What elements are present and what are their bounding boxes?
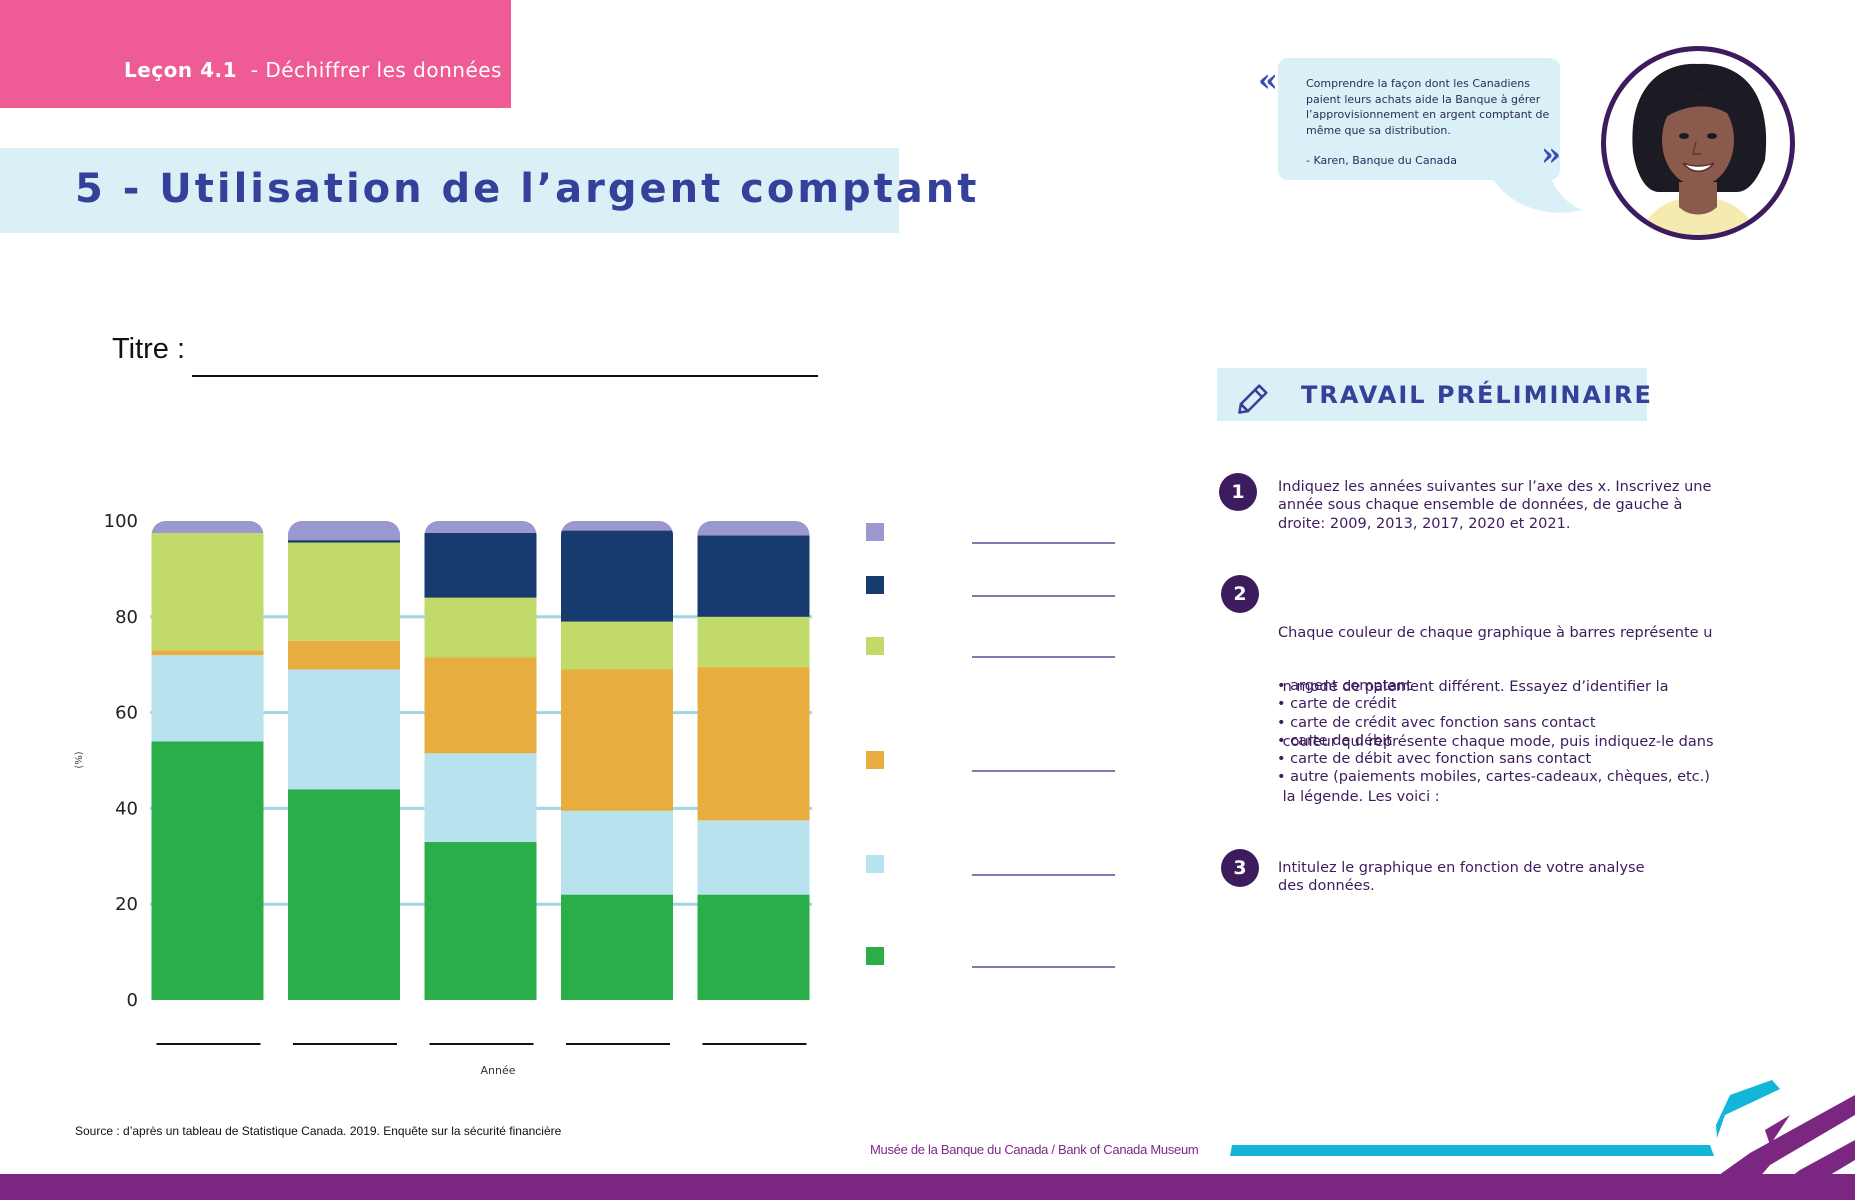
bar-segment (424, 841, 537, 1000)
bar-segment (697, 820, 810, 895)
bar-segment (151, 521, 264, 533)
bar-segment (151, 655, 264, 742)
step-2-line: n mode de paiement différent. Essayez d’… (1278, 679, 1669, 696)
bar-segment (561, 621, 673, 670)
bar-segment (561, 669, 673, 811)
bar-segment (288, 669, 400, 790)
preliminary-heading: TRAVAIL PRÉLIMINAIRE (1301, 381, 1653, 409)
quote-bubble (1278, 58, 1560, 180)
y-axis-label: (%) (74, 751, 85, 768)
legend-swatch (866, 523, 884, 541)
step-1-line: année sous chaque ensemble de données, d… (1278, 497, 1683, 514)
step-1-line: droite: 2009, 2013, 2017, 2020 et 2021. (1278, 515, 1571, 532)
bar-segment (288, 789, 400, 1000)
quote-author: - Karen, Banque du Canada (1306, 154, 1458, 167)
x-axis-label: Année (480, 1064, 515, 1077)
bar-segment (561, 530, 673, 622)
step-2-line: couleur qui représente chaque mode, puis… (1278, 734, 1714, 751)
bar-segment (151, 650, 264, 656)
step-1-line: Indiquez les années suivantes sur l’axe … (1278, 479, 1712, 495)
step-1-text: Indiquez les années suivantes sur l’axe … (1278, 478, 1718, 533)
quote-tail-icon (1488, 170, 1582, 213)
y-tick-label: 60 (115, 703, 138, 724)
legend-swatch (866, 637, 884, 655)
step-3-badge: 3 (1221, 849, 1259, 887)
y-tick-label: 0 (127, 990, 138, 1011)
quote-text: Comprendre la façon dont les Canadiens p… (1306, 77, 1550, 137)
bar-segment (424, 597, 537, 658)
list-item: • carte de crédit (1277, 696, 1397, 713)
lesson-label: Leçon 4.1 - Déchiffrer les données (124, 58, 502, 82)
source-note: Source : d’après un tableau de Statistiq… (75, 1124, 562, 1138)
step-3-line: des données. (1278, 878, 1375, 895)
y-tick-label: 100 (104, 511, 138, 532)
bar-segment (288, 540, 400, 543)
title-bar (0, 148, 899, 233)
bar-segment (561, 894, 673, 1000)
list-item: • carte de crédit avec fonction sans con… (1277, 714, 1596, 731)
list-item: • carte de débit avec fonction sans cont… (1277, 751, 1592, 768)
bar-segment (424, 657, 537, 754)
bar-segment (424, 753, 537, 842)
step-2-line: la légende. Les voici : (1278, 789, 1440, 806)
step-3-line: Intitulez le graphique en fonction de vo… (1278, 860, 1645, 876)
list-item: • carte de débit (1277, 732, 1392, 749)
step-2-text: Chaque couleur de chaque graphique à bar… (1278, 587, 1748, 825)
museum-name: Musée de la Banque du Canada / Bank of C… (870, 1142, 1199, 1157)
bar-segment (697, 667, 810, 821)
bar-segment (561, 810, 673, 895)
bar-segment (697, 616, 810, 668)
legend-swatch (866, 947, 884, 965)
y-tick-label: 40 (115, 798, 138, 819)
bar-segment (288, 542, 400, 641)
step-2-line: Chaque couleur de chaque graphique à bar… (1278, 624, 1713, 641)
legend-swatch (866, 576, 884, 594)
bar-segment (151, 532, 264, 651)
karen-portrait-icon (1601, 46, 1795, 240)
list-item: • autre (paiements mobiles, cartes-cadea… (1277, 769, 1710, 786)
step-2-badge: 2 (1221, 575, 1259, 613)
bar-segment (424, 521, 537, 533)
legend-swatch (866, 751, 884, 769)
preliminary-header (1217, 368, 1647, 421)
bar-segment (697, 894, 810, 1000)
step-1-badge: 1 (1219, 473, 1257, 511)
list-item: • argent comptant (1277, 678, 1412, 694)
pencil-icon (1238, 384, 1268, 414)
bar-segment (288, 640, 400, 670)
titre-answer-line[interactable] (192, 375, 818, 377)
y-tick-label: 20 (115, 894, 138, 915)
bar-segment (697, 535, 810, 617)
y-tick-label: 80 (115, 607, 138, 628)
bar-segment (561, 521, 673, 531)
titre-label: Titre : (112, 333, 186, 365)
page-title: 5 - Utilisation de l’argent comptant (75, 166, 980, 212)
legend-swatch (866, 855, 884, 873)
bar-segment (151, 741, 264, 1000)
quote-close-mark: » (1541, 135, 1561, 173)
payment-modes-list: • argent comptant • carte de crédit • ca… (1277, 677, 1747, 787)
lesson-number: Leçon 4.1 (124, 58, 238, 82)
bar-segment (424, 532, 537, 598)
bar-segment (288, 521, 400, 541)
lesson-subtitle: - Déchiffrer les données (250, 58, 502, 82)
lesson-banner (0, 0, 511, 108)
bar-segment (697, 521, 810, 536)
stacked-bar-chart: 0 20 40 60 80 100 (%) Année (74, 511, 1115, 1077)
footer-bar (0, 1174, 1855, 1200)
quote-open-mark: « (1258, 61, 1278, 99)
step-3-text: Intitulez le graphique en fonction de vo… (1278, 859, 1718, 896)
